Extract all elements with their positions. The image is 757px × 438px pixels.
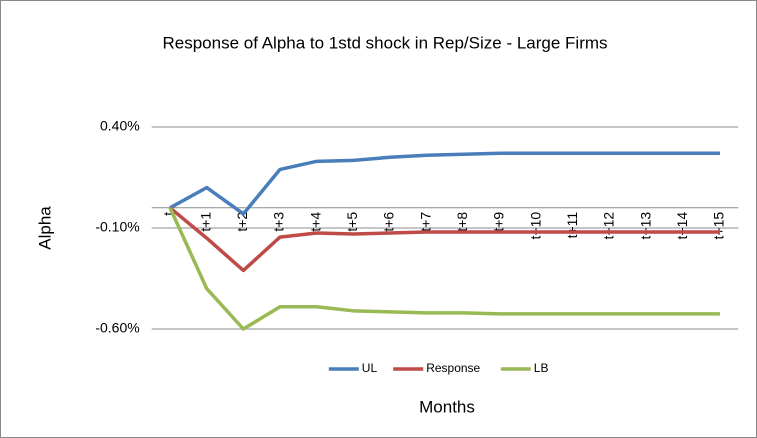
x-tick-label: t+13: [637, 212, 653, 240]
x-tick-label: t+7: [417, 212, 433, 232]
x-tick-label: t+14: [674, 212, 690, 240]
series-line: [168, 206, 720, 273]
x-tick-label: t: [161, 212, 177, 216]
chart-title: Response of Alpha to 1std shock in Rep/S…: [162, 33, 607, 52]
y-tick-label: 0.40%: [100, 118, 140, 134]
x-tick-label: t+12: [601, 212, 617, 240]
x-axis-label: Months: [419, 397, 475, 416]
legend-label: UL: [362, 361, 378, 375]
x-tick-label: t+4: [307, 212, 323, 232]
x-tick-label: t+1: [197, 212, 213, 232]
x-tick-label: t+3: [271, 212, 287, 232]
x-tick-label: t+10: [527, 212, 543, 240]
legend-label: LB: [534, 361, 549, 375]
x-tick-label: t+6: [381, 212, 397, 232]
y-tick-label: -0.10%: [95, 219, 139, 235]
y-axis-label: Alpha: [35, 206, 54, 250]
series-line: [168, 207, 720, 331]
x-tick-label: t+2: [234, 212, 250, 232]
x-tick-label: t+5: [344, 212, 360, 232]
x-tick-label: t+15: [711, 212, 727, 240]
series-line: [169, 151, 720, 216]
legend-label: Response: [426, 361, 480, 375]
x-tick-label: t+8: [454, 212, 470, 232]
x-tick-label: t+11: [564, 212, 580, 239]
x-tick-label: t+9: [491, 212, 507, 232]
y-tick-label: -0.60%: [95, 320, 139, 336]
